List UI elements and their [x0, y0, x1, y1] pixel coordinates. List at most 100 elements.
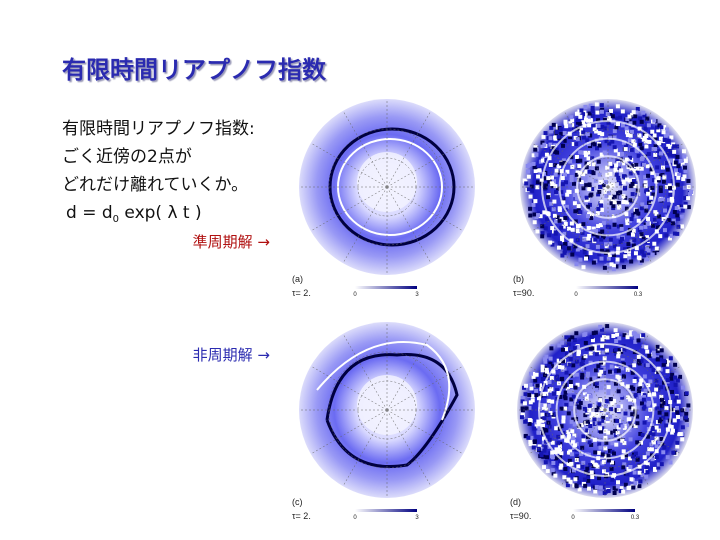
panel-cell — [645, 465, 650, 470]
panel-cell — [667, 205, 672, 210]
panel-cell — [614, 163, 619, 168]
panel-cell — [646, 173, 651, 178]
panel-cell — [536, 419, 541, 424]
panel-cell — [582, 392, 587, 397]
panel-cell — [597, 143, 602, 148]
panel-cell — [652, 133, 657, 138]
panel-cell — [572, 193, 577, 198]
panel-cell — [601, 361, 606, 366]
panel-cell — [531, 445, 536, 450]
panel-cell — [672, 375, 677, 380]
panel-cell — [616, 234, 621, 239]
panel-cell — [689, 190, 694, 195]
panel-cell — [631, 110, 636, 115]
panel-cell — [529, 435, 534, 440]
panel-cell — [681, 149, 686, 154]
panel-cell — [659, 407, 664, 412]
panel-cell — [634, 208, 639, 213]
panel-cell — [562, 172, 567, 177]
panel-cell — [542, 210, 547, 215]
panel-cell — [568, 135, 573, 140]
panel-cell — [647, 390, 652, 395]
panel-cell — [546, 193, 551, 198]
panel-cell — [614, 365, 619, 370]
panel-cell — [653, 466, 658, 471]
panel-cell — [616, 178, 621, 183]
panel-cell — [543, 226, 548, 231]
panel-cell — [683, 169, 688, 174]
panel-cell — [639, 358, 644, 363]
panel-cell — [581, 434, 586, 439]
panel-cell — [534, 393, 539, 398]
colorbar-max: 3 — [415, 292, 419, 298]
panel-cell — [682, 154, 687, 159]
body-text: 有限時間リアプノフ指数: ごく近傍の2点が どれだけ離れていくか。 d = d0… — [62, 119, 270, 364]
panel-cell — [570, 439, 575, 444]
panel-cell — [632, 363, 637, 368]
panel-cell — [597, 417, 602, 422]
panel-cell — [610, 114, 615, 119]
panel-cell — [647, 139, 652, 144]
panel-cell — [606, 390, 611, 395]
panel-cell — [642, 420, 647, 425]
panel-cell — [598, 180, 603, 185]
panel-cell — [604, 139, 609, 144]
panel-cell — [560, 367, 565, 372]
panel-cell — [624, 143, 629, 148]
panel-cell — [623, 482, 628, 487]
panel-cell — [545, 370, 550, 375]
panel-cell — [566, 477, 571, 482]
panel-cell — [533, 145, 538, 150]
panel-cell — [629, 216, 634, 221]
panel-grid — [560, 409, 606, 487]
panel-cell — [656, 388, 661, 393]
panel-cell — [586, 150, 591, 155]
panel-cell — [683, 204, 688, 209]
panel-cell — [620, 395, 625, 400]
panel-cell — [641, 395, 646, 400]
panel-cell — [665, 362, 670, 367]
panel-cell — [678, 374, 683, 379]
panel-cell — [552, 199, 557, 204]
panel-cell — [600, 248, 605, 253]
panel-cell — [608, 430, 613, 435]
panel-grid — [386, 409, 464, 455]
panel-cell — [595, 146, 600, 151]
panel-cell — [658, 189, 663, 194]
panel-cell — [615, 431, 620, 436]
panel-cell — [547, 179, 552, 184]
panel-cell — [609, 460, 614, 465]
panel-cell — [591, 123, 596, 128]
panel-cell — [664, 185, 669, 190]
panel-cell — [608, 161, 613, 166]
panel-cell — [528, 371, 533, 376]
panel-cell — [675, 415, 680, 420]
panel-cell — [560, 365, 565, 370]
panel-cell — [674, 206, 679, 211]
panel-cell — [616, 351, 621, 356]
panel-cell — [580, 375, 585, 380]
panel-cell — [659, 462, 664, 467]
formula-main: d = d — [66, 203, 113, 223]
panel-cell — [599, 406, 604, 411]
panel-cell — [528, 400, 533, 405]
panel-cell — [605, 165, 610, 170]
panel-cell — [587, 123, 592, 128]
panel-cell — [579, 451, 584, 456]
panel-cell — [613, 122, 618, 127]
panel-cell — [611, 267, 616, 272]
panel-cell — [540, 368, 545, 373]
panel-cell — [614, 442, 619, 447]
panel-cell — [548, 142, 553, 147]
panel-cell — [644, 235, 649, 240]
panel-cell — [644, 208, 649, 213]
panel-cell — [571, 417, 576, 422]
panel-cell — [583, 413, 588, 418]
panel-cell — [566, 342, 571, 347]
panel-cell — [563, 221, 568, 226]
panel-cell — [547, 233, 552, 238]
panel-cell — [682, 174, 687, 179]
panel-cell — [550, 450, 555, 455]
panel-cell — [654, 125, 659, 130]
panel-cell — [548, 129, 553, 134]
